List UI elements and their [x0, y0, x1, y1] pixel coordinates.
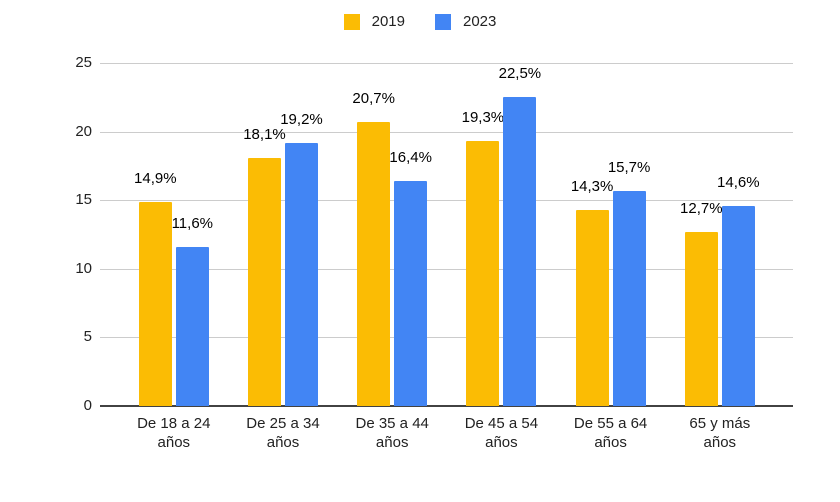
gridline-5 — [100, 337, 793, 339]
y-tick-label-0: 0 — [83, 397, 92, 414]
y-tick-label-10: 10 — [75, 259, 92, 277]
chart-legend: 2019 2023 — [0, 13, 840, 30]
x-axis-label-group-2: De 25 a 34 años — [246, 415, 320, 451]
data-label-2023-group-4: 22,5% — [498, 65, 542, 83]
data-label-2019-group-4: 19,3% — [461, 109, 505, 127]
data-label-2019-group-5: 14,3% — [570, 177, 614, 195]
bar-2019-group-4 — [466, 141, 500, 406]
data-label-2019-group-1: 14,9% — [134, 169, 177, 187]
data-label-2019-group-2: 18,1% — [243, 125, 286, 143]
legend-item-2023: 2023 — [435, 13, 496, 30]
bar-2019-group-3 — [357, 121, 391, 406]
data-label-2019-group-3: 20,7% — [352, 89, 395, 107]
bar-2023-group-2 — [285, 142, 318, 406]
gridline-15 — [100, 200, 793, 202]
bar-2019-group-2 — [248, 157, 281, 406]
y-tick-label-20: 20 — [75, 122, 92, 140]
data-label-2023-group-5: 15,7% — [607, 158, 651, 176]
legend-label-2023: 2023 — [463, 13, 497, 30]
x-axis-label-group-6: 65 y más años — [689, 415, 751, 451]
data-label-2023-group-3: 16,4% — [389, 148, 432, 166]
y-tick-label-5: 5 — [83, 328, 92, 346]
legend-swatch-2019-icon — [343, 13, 360, 30]
bar-2023-group-5 — [612, 190, 646, 406]
bar-2019-group-5 — [575, 209, 609, 406]
legend-swatch-2023-icon — [435, 13, 451, 30]
data-label-2019-group-6: 12,7% — [680, 199, 723, 217]
x-axis-label-group-1: De 18 a 24 años — [137, 415, 211, 451]
data-label-2023-group-2: 19,2% — [280, 110, 323, 128]
bar-2023-group-1 — [175, 246, 209, 406]
gridline-25 — [100, 63, 793, 64]
y-tick-label-15: 15 — [75, 191, 92, 209]
legend-item-2019: 2019 — [343, 13, 405, 30]
bar-2023-group-6 — [721, 205, 755, 406]
bar-2019-group-1 — [138, 201, 172, 406]
bar-2023-group-4 — [503, 97, 537, 406]
gridline-20 — [100, 131, 793, 133]
legend-label-2019: 2019 — [371, 13, 405, 30]
bar-2019-group-6 — [684, 231, 718, 406]
data-label-2023-group-6: 14,6% — [717, 173, 760, 191]
y-tick-label-25: 25 — [75, 54, 92, 71]
data-label-2023-group-1: 11,6% — [171, 214, 213, 232]
x-axis-label-group-5: De 55 a 64 años — [573, 415, 648, 451]
bar-2023-group-3 — [394, 180, 428, 406]
x-axis-label-group-3: De 35 a 44 años — [355, 415, 429, 451]
x-axis-label-group-4: De 45 a 54 años — [464, 415, 539, 451]
x-axis-line — [100, 405, 793, 407]
gridline-10 — [100, 268, 793, 270]
